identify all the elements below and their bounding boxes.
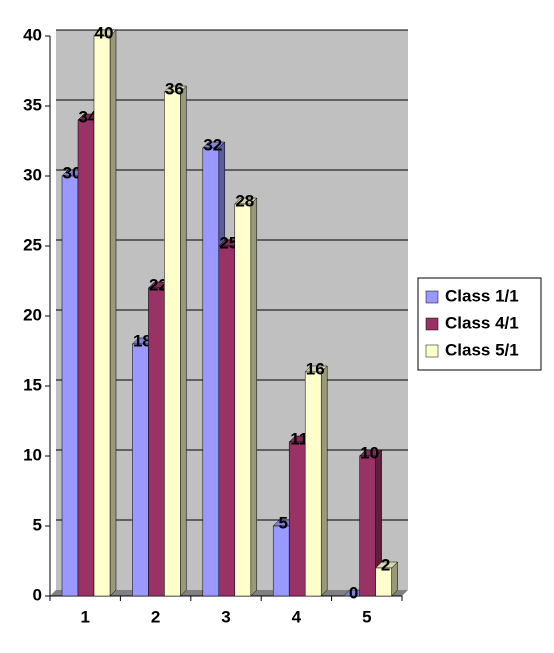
bar-side [320,365,328,597]
y-tick-label: 20 [23,305,42,324]
bar [93,35,111,597]
y-tick-label: 25 [23,235,42,254]
data-label: 22 [149,275,168,294]
bar [218,245,236,597]
y-tick-label: 30 [23,165,42,184]
x-tick-label: 3 [221,607,230,626]
bar-side [250,197,258,597]
data-label: 25 [219,233,238,252]
data-label: 18 [133,331,152,350]
bar [375,567,392,597]
legend-label: Class 1/1 [445,286,519,305]
bar [288,441,306,597]
bar [304,371,322,597]
bar [234,203,252,597]
data-label: 28 [235,191,254,210]
legend-swatch [425,344,439,358]
bar [61,175,79,597]
y-tick-label: 5 [33,515,42,534]
legend-label: Class 4/1 [445,313,519,332]
data-label: 10 [360,443,379,462]
x-tick-label: 4 [292,607,302,626]
bar [272,525,290,597]
bar-side [109,29,117,597]
legend-swatch [425,317,439,331]
y-tick-label: 10 [23,445,42,464]
data-label: 16 [306,359,325,378]
data-label: 2 [381,555,390,574]
data-label: 34 [79,107,98,126]
x-tick-label: 1 [80,607,89,626]
y-tick-label: 40 [23,25,42,44]
x-tick-label: 2 [151,607,160,626]
bar [148,287,165,597]
bar [77,119,95,597]
data-label: 40 [95,23,114,42]
data-label: 32 [203,135,222,154]
bar-side [180,85,187,597]
legend-label: Class 5/1 [445,340,519,359]
legend [417,277,542,371]
y-tick-label: 0 [33,585,42,604]
x-tick-label: 5 [362,607,371,626]
data-label: 11 [290,429,308,448]
data-label: 5 [278,513,287,532]
data-label: 36 [165,79,184,98]
data-label: 30 [63,163,82,182]
y-tick-label: 35 [23,95,42,114]
bar [202,147,220,597]
bar [359,455,376,597]
legend-swatch [425,290,439,304]
data-label: 0 [349,583,358,602]
bar [132,343,149,597]
bar [164,91,181,597]
y-tick-label: 15 [23,375,42,394]
